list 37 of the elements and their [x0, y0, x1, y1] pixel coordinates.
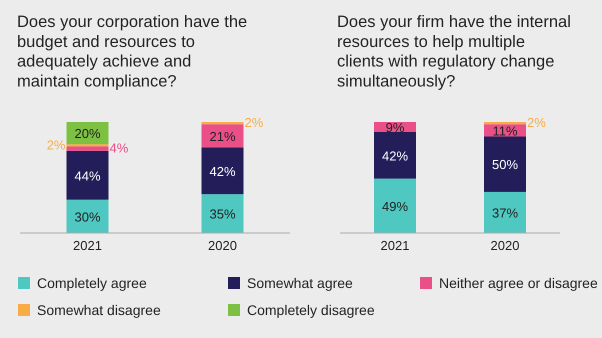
bar [484, 192, 526, 233]
data-label: 35% [209, 206, 236, 222]
bar [202, 194, 244, 233]
data-label: 50% [492, 157, 518, 172]
chart-title: Does your firm have the internal resources to help multiple clients with regulatory change simultaneously? [337, 13, 571, 90]
data-label: 11% [492, 123, 518, 138]
data-label: 2% [46, 137, 66, 152]
x-tick-label: 2020 [208, 238, 237, 253]
data-label: 2% [244, 115, 264, 130]
data-label: 49% [382, 198, 408, 214]
bar [202, 148, 244, 194]
bar [374, 178, 416, 233]
bar [202, 124, 244, 148]
legend-label: Completely agree [37, 275, 147, 291]
data-label: 30% [74, 209, 101, 224]
legend-label: Somewhat disagree [37, 302, 161, 318]
legend-label: Completely disagree [247, 302, 375, 318]
data-label: 9% [386, 120, 405, 135]
bar [374, 132, 416, 179]
data-label: 20% [74, 126, 101, 142]
legend-label: Neither agree or disagree [439, 275, 598, 291]
legend-label: Somewhat agree [247, 275, 354, 291]
data-label: 21% [209, 128, 236, 144]
data-label: 44% [74, 168, 101, 184]
data-label: 42% [209, 164, 236, 179]
bar [66, 150, 108, 200]
x-tick-label: 2021 [73, 238, 102, 253]
x-tick-label: 2020 [490, 238, 520, 253]
chart-title: Does your corporation have the budget and resources to adequately achieve and maintain compliance? [17, 13, 248, 90]
data-label: 42% [382, 148, 408, 164]
data-label: 2% [527, 115, 546, 130]
bar [66, 146, 108, 151]
data-label: 37% [492, 205, 518, 220]
data-label: 4% [110, 140, 129, 156]
x-tick-label: 2021 [380, 238, 410, 253]
bar [484, 136, 526, 192]
bar [66, 200, 108, 233]
